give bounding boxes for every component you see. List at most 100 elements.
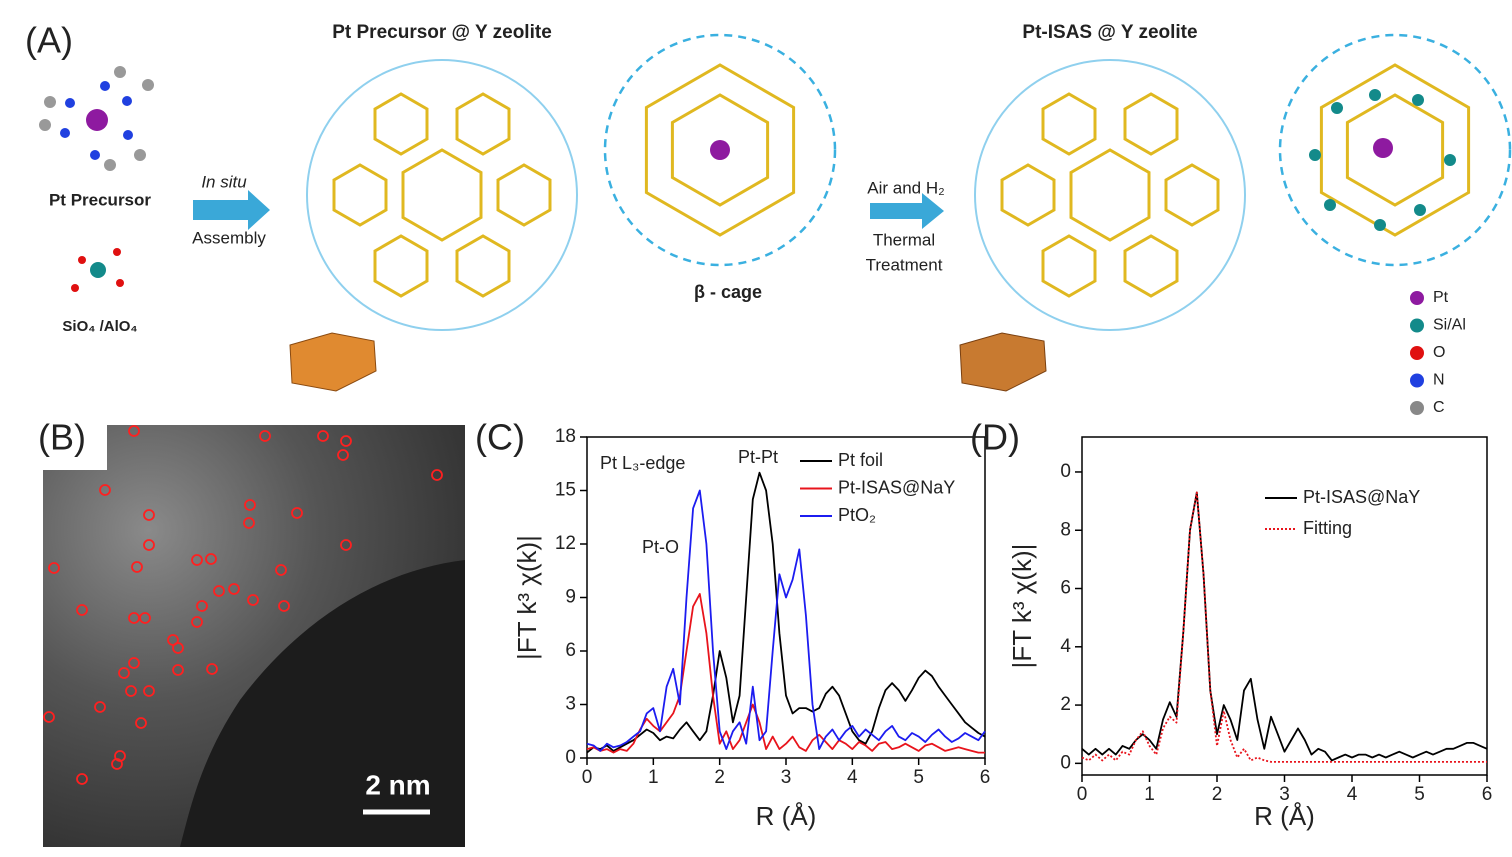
x-axis-label: R (Å) bbox=[1254, 801, 1315, 831]
arrow-label: Thermal bbox=[873, 230, 935, 249]
y-tick-label: 8 bbox=[1060, 519, 1071, 540]
series-line bbox=[586, 489, 986, 752]
micrograph-region bbox=[180, 560, 465, 847]
legend-label: PtO₂ bbox=[838, 505, 876, 525]
atom-marker bbox=[191, 554, 203, 566]
y-tick-label: 3 bbox=[565, 694, 576, 715]
atom-marker bbox=[196, 600, 208, 612]
caption: SiO₄ /AlO₄ bbox=[62, 318, 137, 335]
x-tick-label: 5 bbox=[1414, 784, 1425, 805]
atom bbox=[1324, 199, 1336, 211]
atom-marker bbox=[128, 612, 140, 624]
series-line bbox=[1081, 491, 1487, 763]
atom-marker bbox=[131, 561, 143, 573]
legend-label: Pt-ISAS@NaY bbox=[1303, 487, 1420, 507]
y-tick-label: 0 bbox=[565, 747, 576, 768]
atom-marker bbox=[135, 717, 147, 729]
legend-swatch bbox=[1410, 291, 1424, 305]
legend-label: O bbox=[1433, 344, 1445, 361]
crystal bbox=[289, 332, 377, 392]
x-tick-label: 4 bbox=[847, 767, 858, 788]
molecule bbox=[39, 66, 154, 171]
atom-marker bbox=[125, 685, 137, 697]
atom-marker bbox=[143, 509, 155, 521]
legend-label: C bbox=[1433, 399, 1445, 416]
arrow-label: Assembly bbox=[192, 228, 266, 247]
framework bbox=[373, 234, 429, 298]
atom-marker bbox=[191, 616, 203, 628]
atom-marker bbox=[94, 701, 106, 713]
atom-marker bbox=[275, 564, 287, 576]
atom-marker bbox=[431, 469, 443, 481]
atom-marker bbox=[143, 539, 155, 551]
framework bbox=[644, 63, 796, 237]
annotation: Pt-Pt bbox=[738, 447, 778, 467]
scale-bar-label: 2 nm bbox=[365, 769, 430, 800]
arrow-label: Air and H₂ bbox=[867, 178, 944, 197]
label-box bbox=[43, 425, 107, 470]
x-tick-label: 1 bbox=[648, 767, 659, 788]
atom-marker bbox=[114, 750, 126, 762]
framework bbox=[332, 163, 388, 227]
framework bbox=[1345, 93, 1445, 207]
atom bbox=[1414, 204, 1426, 216]
legend-label: Fitting bbox=[1303, 518, 1352, 538]
framework bbox=[1123, 234, 1179, 298]
atom-marker bbox=[76, 773, 88, 785]
x-tick-label: 2 bbox=[714, 767, 725, 788]
atom-marker bbox=[340, 539, 352, 551]
atom-marker bbox=[172, 642, 184, 654]
atom-marker bbox=[259, 430, 271, 442]
plot-frame bbox=[1081, 436, 1488, 776]
x-tick-label: 5 bbox=[913, 767, 924, 788]
atom bbox=[1374, 219, 1386, 231]
framework bbox=[1069, 148, 1151, 242]
legend-swatch bbox=[1410, 373, 1424, 388]
atom bbox=[1444, 154, 1456, 166]
framework bbox=[670, 93, 770, 207]
x-tick-label: 2 bbox=[1212, 784, 1223, 805]
atom-marker bbox=[205, 553, 217, 565]
y-tick-label: 6 bbox=[565, 640, 576, 661]
framework bbox=[1041, 92, 1097, 156]
framework bbox=[455, 92, 511, 156]
atom-marker bbox=[243, 517, 255, 529]
arrow bbox=[193, 190, 270, 230]
atom-marker bbox=[244, 499, 256, 511]
y-tick-label: 15 bbox=[555, 480, 576, 501]
panel-b: (B) 2 nm bbox=[38, 417, 465, 847]
atom-marker bbox=[99, 484, 111, 496]
panel-label: (B) bbox=[38, 417, 86, 458]
atom-marker bbox=[139, 612, 151, 624]
x-tick-label: 0 bbox=[1077, 784, 1088, 805]
atom-marker bbox=[111, 758, 123, 770]
atom bbox=[1331, 102, 1343, 114]
zoom-circle bbox=[1278, 33, 1512, 267]
legend-label: Pt foil bbox=[838, 450, 883, 470]
annotation: Pt-O bbox=[642, 537, 679, 557]
panel-title: Pt-ISAS @ Y zeolite bbox=[1022, 22, 1197, 43]
y-tick-label: 4 bbox=[1060, 636, 1071, 657]
arrow bbox=[870, 193, 944, 229]
atom-marker bbox=[43, 711, 55, 723]
y-tick-label: 9 bbox=[565, 587, 576, 608]
x-tick-label: 0 bbox=[582, 767, 593, 788]
framework bbox=[496, 163, 552, 227]
framework bbox=[1123, 92, 1179, 156]
framework bbox=[1164, 163, 1220, 227]
zeolite bbox=[306, 33, 1512, 331]
atom-marker bbox=[206, 663, 218, 675]
arrow-label: In situ bbox=[201, 172, 247, 191]
framework bbox=[1319, 63, 1471, 237]
atom-markers bbox=[43, 425, 443, 785]
legend-label: N bbox=[1433, 372, 1445, 389]
framework bbox=[401, 148, 483, 242]
panel-label: (D) bbox=[970, 417, 1020, 458]
legend-swatch bbox=[1410, 401, 1424, 415]
atom bbox=[90, 262, 106, 278]
y-axis-label: |FT k³ χ(k)| bbox=[512, 535, 542, 660]
x-tick-label: 6 bbox=[980, 767, 991, 788]
caption: Pt Precursor bbox=[49, 190, 151, 209]
